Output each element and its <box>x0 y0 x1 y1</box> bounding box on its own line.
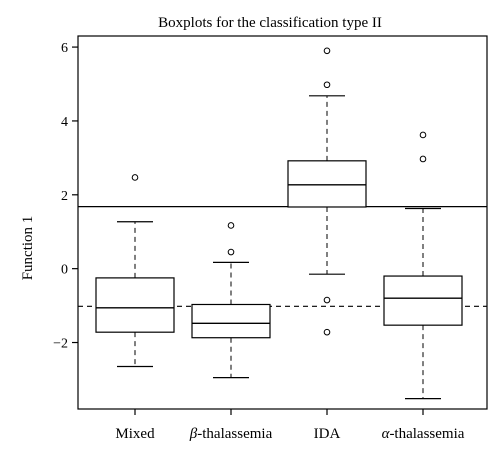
outlier-point <box>227 248 235 256</box>
outlier-point <box>323 47 331 55</box>
y-tick-label: 4 <box>61 115 68 130</box>
outlier-point <box>323 296 331 304</box>
x-tick-label: IDA <box>314 426 341 442</box>
y-axis-label: Function 1 <box>20 216 36 281</box>
x-axis: Mixed β-thalassemia IDA α-thalassemia <box>115 409 465 442</box>
boxes-group <box>95 47 463 400</box>
reference-lines <box>78 206 487 307</box>
chart-title: Boxplots for the classification type II <box>158 15 382 31</box>
outlier-point <box>227 222 235 229</box>
x-tick-label: α-thalassemia <box>382 426 465 442</box>
box-3 <box>287 47 367 336</box>
outlier-point <box>419 155 427 163</box>
x-tick-label: β-thalassemia <box>189 426 273 442</box>
box-body <box>95 277 175 333</box>
plot-frame <box>77 35 488 410</box>
box-4 <box>383 131 463 400</box>
outlier-point <box>131 174 139 181</box>
y-tick-label: 0 <box>61 263 68 278</box>
y-axis: −2 0 2 4 6 <box>53 41 78 352</box>
box-body <box>383 275 463 326</box>
y-tick-label: −2 <box>53 337 68 352</box>
box-body <box>287 160 367 208</box>
box-1 <box>95 174 175 368</box>
outlier-point <box>323 81 331 89</box>
x-tick-label: Mixed <box>115 426 155 442</box>
outlier-point <box>323 328 331 336</box>
box-2 <box>191 222 271 379</box>
y-tick-label: 6 <box>61 41 68 56</box>
outlier-point <box>419 131 427 139</box>
y-tick-label: 2 <box>61 189 68 204</box>
box-body <box>191 303 271 339</box>
